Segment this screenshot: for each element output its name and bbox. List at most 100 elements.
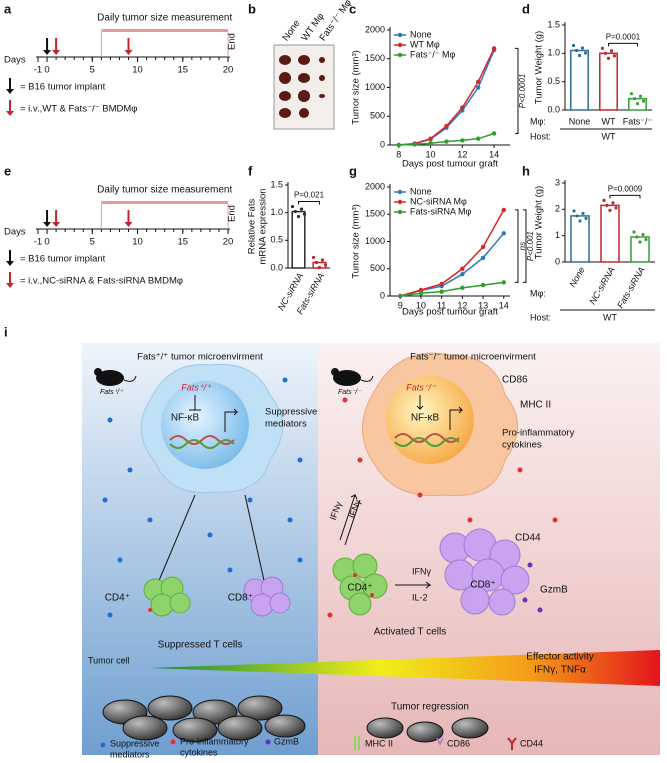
- replicate-dot: [644, 237, 648, 242]
- replicate-dot: [583, 51, 588, 55]
- y-axis-label: Relative Fats: [247, 199, 258, 255]
- x-tick-label: 12: [457, 149, 467, 159]
- panel-label: g: [349, 163, 357, 178]
- replicate-dot: [314, 260, 319, 265]
- replicate-dot: [311, 255, 316, 260]
- bracket: [608, 42, 638, 47]
- end-label: End: [227, 205, 238, 222]
- y-tick-label: 1.0: [270, 207, 283, 217]
- panel-label: i: [4, 324, 8, 339]
- x-tick-label: None: [567, 265, 586, 289]
- replicate-dot: [606, 56, 611, 60]
- panel-label: c: [349, 1, 356, 16]
- annotation: P<0.001: [526, 231, 535, 261]
- y-tick-label: 500: [370, 111, 385, 121]
- replicate-dot: [614, 206, 618, 210]
- arrow-head: [6, 283, 14, 288]
- point: [480, 255, 486, 261]
- replicate-dot: [293, 209, 298, 214]
- point: [501, 207, 506, 213]
- mediator-dots: [102, 377, 558, 618]
- y-tick-label: 0.5: [547, 76, 560, 86]
- diagram-text: Fats⁺/⁺: [100, 389, 124, 396]
- series-line: [400, 281, 504, 297]
- point: [491, 46, 497, 51]
- diagram-text: Effector activity: [526, 652, 594, 663]
- diagram-text: IFNγ, TNFα: [534, 665, 586, 676]
- timeline-tick-label: 5: [90, 65, 95, 76]
- replicate-dot: [320, 258, 325, 262]
- replicate-dot: [629, 92, 634, 96]
- replicate-dot: [632, 230, 636, 234]
- tumor-photo: [273, 44, 335, 130]
- point: [444, 139, 449, 144]
- diagram-text: IL-2: [412, 592, 428, 602]
- bar: [630, 236, 650, 263]
- point: [439, 281, 444, 287]
- legend-label: None: [410, 29, 432, 39]
- bar: [600, 204, 620, 263]
- replicate-dot: [302, 212, 307, 216]
- point: [460, 272, 465, 277]
- t-cells: [143, 528, 530, 617]
- y-tick-label: 1.5: [270, 179, 283, 189]
- diagram-text: GzmB: [540, 585, 568, 596]
- point: [398, 293, 403, 299]
- replicate-dot: [296, 214, 301, 219]
- diagram-text: Suppressive: [265, 407, 317, 418]
- panel-label: e: [4, 163, 11, 178]
- point: [501, 280, 506, 285]
- series-line: [398, 49, 495, 146]
- replicate-dot: [575, 214, 579, 218]
- diagram-text: cytokines: [502, 440, 542, 451]
- panel-label: f: [248, 163, 253, 178]
- diagram-text: Fats⁺/⁺ tumor microenvirment: [137, 352, 263, 363]
- bracket: [609, 194, 641, 199]
- end-label: End: [227, 33, 238, 50]
- point: [396, 142, 401, 148]
- series-line: [398, 48, 495, 146]
- replicate-dot: [609, 49, 614, 53]
- x-tick-label: 14: [489, 149, 499, 159]
- replicate-dot: [323, 263, 328, 267]
- x-tick-label: NC-siRNA: [587, 265, 616, 306]
- panel-label: b: [248, 1, 256, 16]
- diagram-text: NF-κB: [411, 413, 440, 424]
- legend-text: = B16 tumor implant: [20, 254, 106, 265]
- bar: [599, 52, 618, 111]
- diagram-text: cytokines: [180, 747, 218, 757]
- legend-text: = i.v.,NC-siRNA & Fats-siRNA BMDMφ: [20, 276, 183, 287]
- banner-text: Daily tumor size measurement: [97, 13, 232, 24]
- legend-marker: [397, 32, 403, 38]
- timeline-tick-label: 15: [178, 65, 189, 76]
- x-tick-label: None: [569, 116, 591, 126]
- bracket: [515, 209, 519, 283]
- legend-label: Fats⁻/⁻ Mφ: [410, 49, 456, 59]
- legend-label: NC-siRNA Mφ: [410, 196, 467, 206]
- replicate-dot: [608, 208, 612, 212]
- replicate-dot: [638, 94, 643, 98]
- point: [428, 141, 433, 146]
- replicate-dot: [290, 204, 295, 209]
- y-tick-label: 2: [555, 204, 560, 214]
- legend-marker: [397, 209, 403, 215]
- y-tick-label: 0.0: [270, 262, 283, 272]
- y-tick-label: 1.0: [547, 48, 560, 58]
- diagram-text: Fats⁺/⁺: [181, 382, 212, 392]
- arrow-head: [124, 50, 133, 55]
- arrow-head: [52, 222, 61, 227]
- legend-marker: [397, 52, 403, 58]
- arrow-head: [6, 89, 14, 94]
- point: [460, 138, 465, 143]
- point: [476, 136, 481, 141]
- legend-marker: [397, 189, 403, 195]
- replicate-dot: [603, 51, 608, 55]
- panel-label: d: [522, 1, 530, 16]
- y-tick-label: 1.5: [547, 19, 560, 29]
- diagram-text: MHC II: [520, 400, 551, 411]
- diagram-text: CD86: [447, 738, 470, 748]
- replicate-dot: [612, 54, 617, 58]
- legend-text: = B16 tumor implant: [20, 82, 106, 93]
- legend-label: None: [410, 186, 432, 196]
